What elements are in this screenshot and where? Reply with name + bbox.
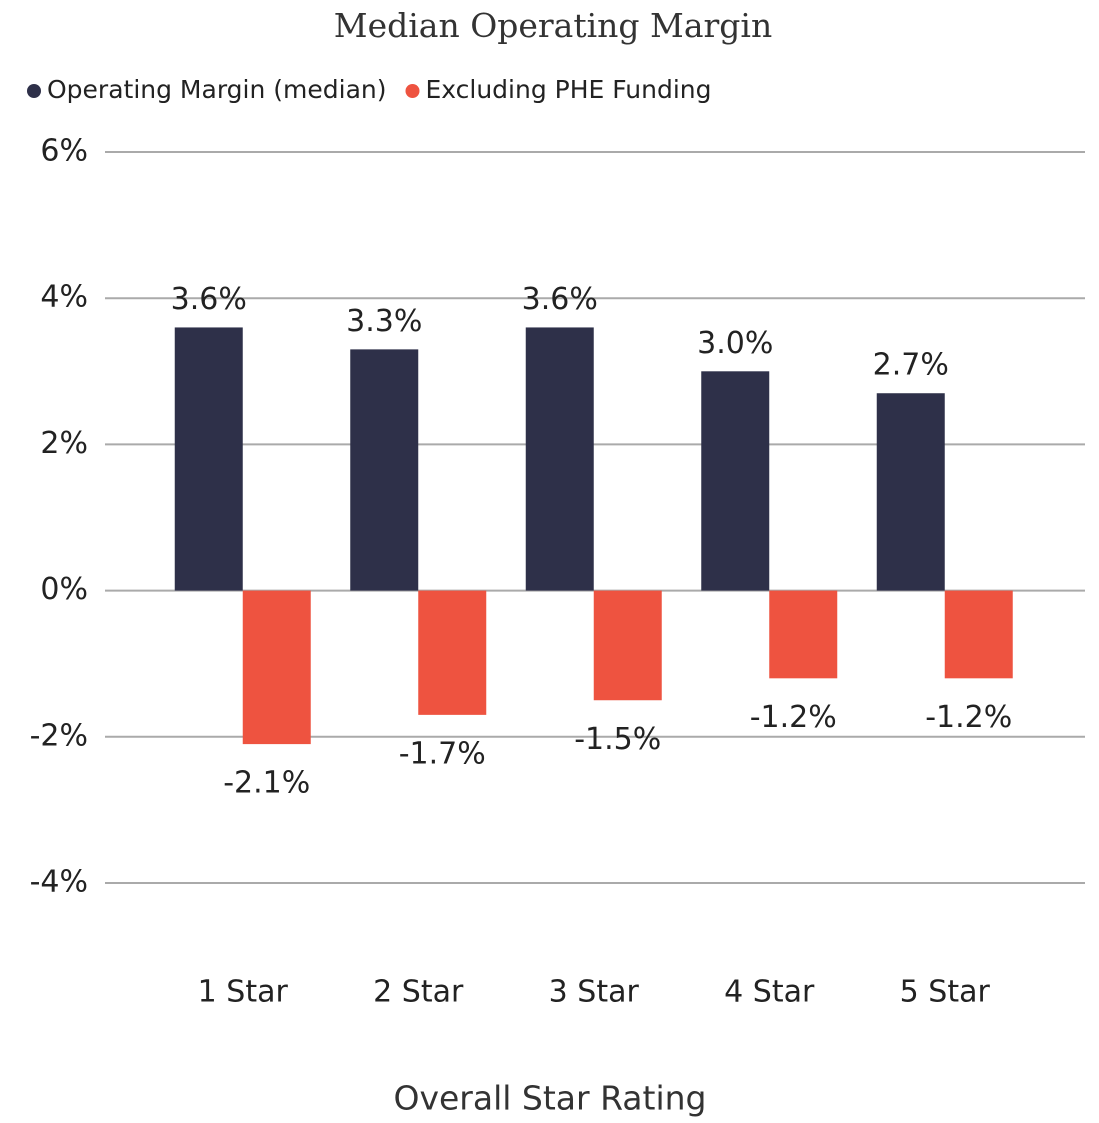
y-tick-label: 4% (40, 280, 88, 315)
bar (701, 371, 770, 591)
data-label: 3.6% (171, 282, 247, 317)
bar (525, 327, 594, 591)
data-label: -2.1% (223, 766, 310, 801)
x-tick-label: 4 Star (724, 975, 815, 1010)
y-tick-label: 0% (40, 572, 88, 607)
x-tick-label: 2 Star (373, 975, 464, 1010)
data-label: 3.3% (346, 304, 422, 339)
y-tick-label: -2% (30, 718, 88, 753)
bar (418, 590, 487, 715)
bar (350, 349, 419, 591)
data-label: -1.7% (399, 736, 486, 771)
bar (174, 327, 243, 591)
bar (876, 393, 945, 591)
legend-marker (405, 84, 420, 98)
legend-marker (27, 84, 41, 98)
y-tick-label: -4% (30, 865, 88, 900)
chart-title: Median Operating Margin (334, 6, 772, 45)
bar (593, 590, 662, 701)
x-tick-label: 1 Star (198, 975, 289, 1010)
bar (242, 590, 311, 745)
legend-label: Operating Margin (median) (47, 75, 387, 104)
data-label: 3.6% (522, 282, 598, 317)
data-label: -1.5% (574, 722, 661, 757)
bar (944, 590, 1013, 679)
bar (769, 590, 838, 679)
x-axis-title: Overall Star Rating (394, 1079, 707, 1118)
legend-label: Excluding PHE Funding (426, 75, 712, 104)
data-label: -1.2% (750, 700, 837, 735)
data-label: -1.2% (925, 700, 1012, 735)
y-tick-label: 2% (40, 426, 88, 461)
x-tick-label: 3 Star (549, 975, 640, 1010)
data-label: 2.7% (873, 348, 949, 383)
x-tick-label: 5 Star (900, 975, 991, 1010)
y-tick-label: 6% (40, 134, 88, 169)
data-label: 3.0% (697, 326, 773, 361)
